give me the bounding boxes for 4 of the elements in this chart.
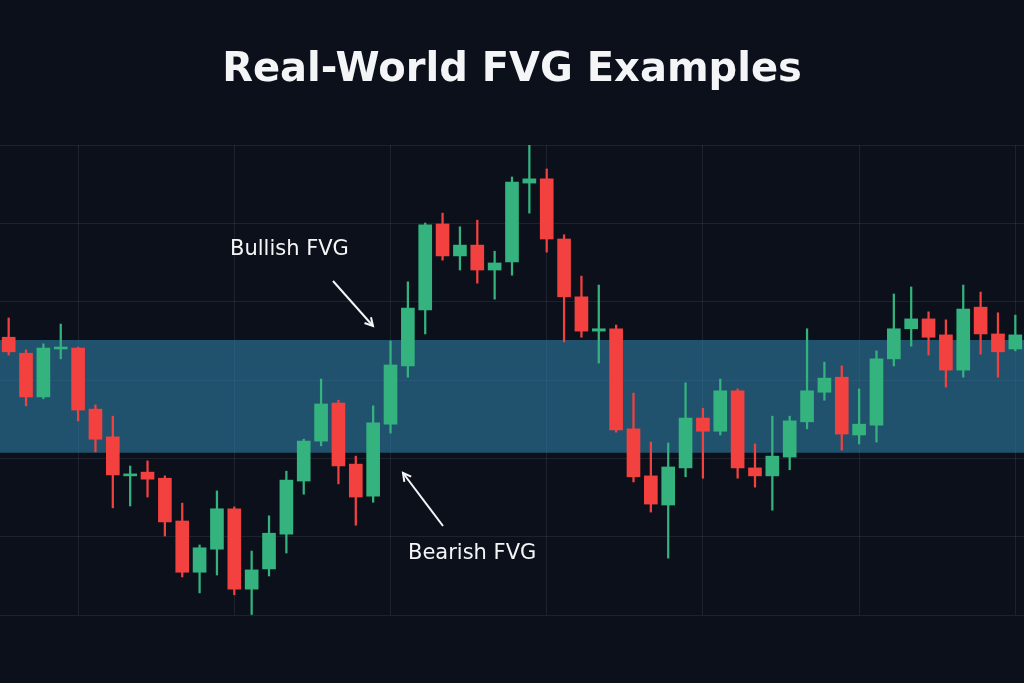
annotation: Bullish FVG: [230, 236, 349, 260]
candlestick: [140, 460, 155, 498]
annotation: Bearish FVG: [408, 540, 537, 564]
chart-title: Real-World FVG Examples: [221, 44, 803, 90]
